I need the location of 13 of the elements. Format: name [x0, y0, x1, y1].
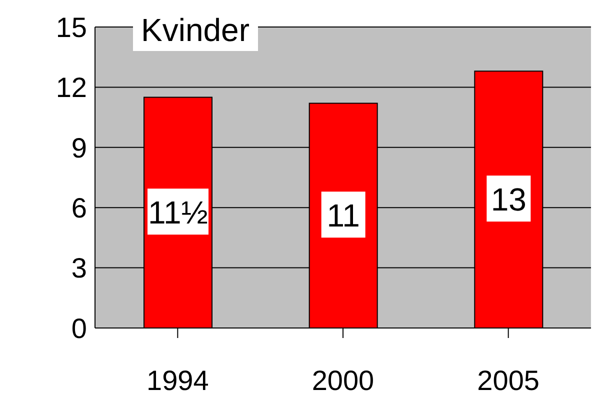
x-tick-label: 1994 [146, 364, 209, 396]
chart-title: Kvinder [133, 10, 258, 51]
y-tick-label: 12 [56, 72, 87, 104]
data-label: 11½ [148, 194, 208, 231]
y-tick-label: 6 [71, 192, 87, 224]
data-label: 13 [490, 182, 526, 218]
y-tick-label: 9 [71, 132, 87, 164]
y-tick-label: 0 [71, 312, 87, 344]
x-tick-label: 2005 [477, 364, 540, 396]
data-label: 11 [326, 198, 360, 234]
x-tick-label: 2000 [312, 364, 374, 396]
y-tick-label: 3 [71, 252, 87, 284]
y-tick-label: 15 [56, 12, 87, 43]
